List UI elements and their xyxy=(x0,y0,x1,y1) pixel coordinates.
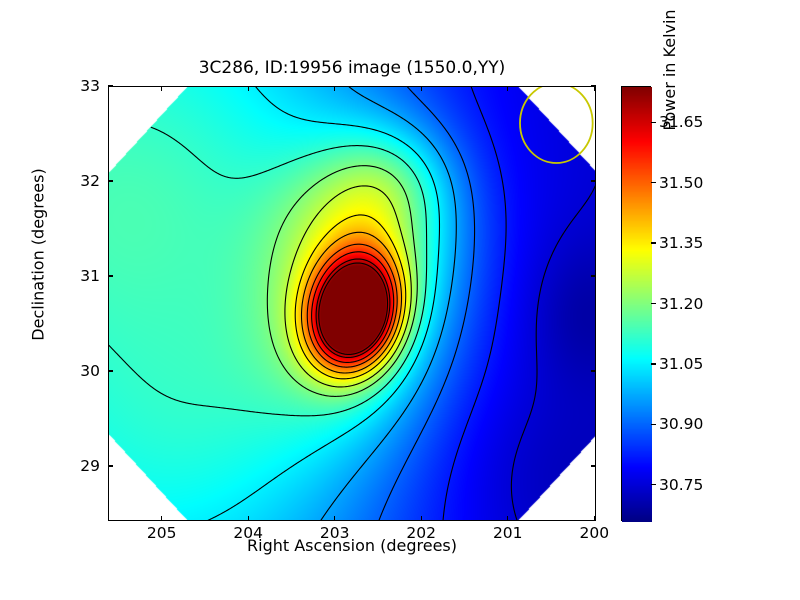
x-tick-mark xyxy=(593,516,595,521)
x-tick-mark xyxy=(507,86,509,91)
y-tick-mark xyxy=(591,275,596,277)
y-axis-label: Declination (degrees) xyxy=(28,168,48,341)
colorbar-tick-label: 30.75 xyxy=(659,475,704,494)
beam-circle-icon xyxy=(519,87,594,164)
colorbar-tick-mark xyxy=(651,423,656,425)
colorbar-tick-mark xyxy=(651,121,656,123)
x-tick-mark xyxy=(507,516,509,521)
x-tick-mark xyxy=(160,516,163,521)
colorbar[interactable] xyxy=(621,86,652,522)
colorbar-tick-mark xyxy=(651,242,656,244)
colorbar-tick-label: 31.20 xyxy=(659,294,704,313)
x-tick-mark xyxy=(334,86,336,91)
image-plot-area[interactable] xyxy=(108,86,596,521)
x-axis-label: Right Ascension (degrees) xyxy=(247,536,457,555)
x-tick-label: 200 xyxy=(579,524,610,542)
y-tick-mark xyxy=(591,85,596,87)
x-tick-mark xyxy=(420,516,422,521)
y-tick-mark xyxy=(108,180,113,182)
y-tick-mark xyxy=(108,465,113,467)
x-tick-label: 201 xyxy=(492,524,523,542)
y-tick-label: 30 xyxy=(80,361,100,380)
colorbar-tick-mark xyxy=(651,484,656,486)
x-tick-label: 205 xyxy=(146,524,177,542)
y-tick-mark xyxy=(591,180,596,182)
y-tick-mark xyxy=(108,275,113,277)
colorbar-tick-mark xyxy=(651,182,656,184)
colorbar-gradient xyxy=(622,87,652,522)
colorbar-tick-label: 31.05 xyxy=(659,354,704,373)
x-tick-label: 202 xyxy=(406,524,437,542)
x-tick-label: 203 xyxy=(319,524,350,542)
y-tick-mark xyxy=(108,370,113,372)
x-tick-mark xyxy=(334,516,336,521)
y-tick-label: 33 xyxy=(80,77,100,95)
colorbar-tick-mark xyxy=(651,363,656,365)
x-tick-mark xyxy=(420,86,422,91)
y-tick-label: 31 xyxy=(80,266,100,285)
colorbar-tick-mark xyxy=(651,302,656,305)
x-tick-mark xyxy=(593,86,595,91)
colorbar-label: Power in Kelvin xyxy=(660,9,679,131)
colorbar-tick-label: 31.65 xyxy=(659,113,704,132)
y-tick-label: 32 xyxy=(80,171,100,190)
colorbar-tick-label: 31.35 xyxy=(659,234,704,253)
colorbar-tick-label: 30.90 xyxy=(659,415,704,434)
x-tick-mark xyxy=(160,86,163,91)
contour-overlay xyxy=(109,87,595,520)
x-tick-mark xyxy=(247,86,249,91)
colorbar-tick-label: 31.50 xyxy=(659,173,704,192)
y-tick-mark xyxy=(591,465,596,467)
heatmap-image xyxy=(109,87,595,520)
y-tick-mark xyxy=(108,85,113,87)
x-tick-mark xyxy=(247,516,249,521)
y-tick-label: 29 xyxy=(80,456,100,475)
x-tick-label: 204 xyxy=(233,524,263,542)
y-tick-mark xyxy=(591,370,596,372)
chart-title: 3C286, ID:19956 image (1550.0,YY) xyxy=(198,58,506,78)
